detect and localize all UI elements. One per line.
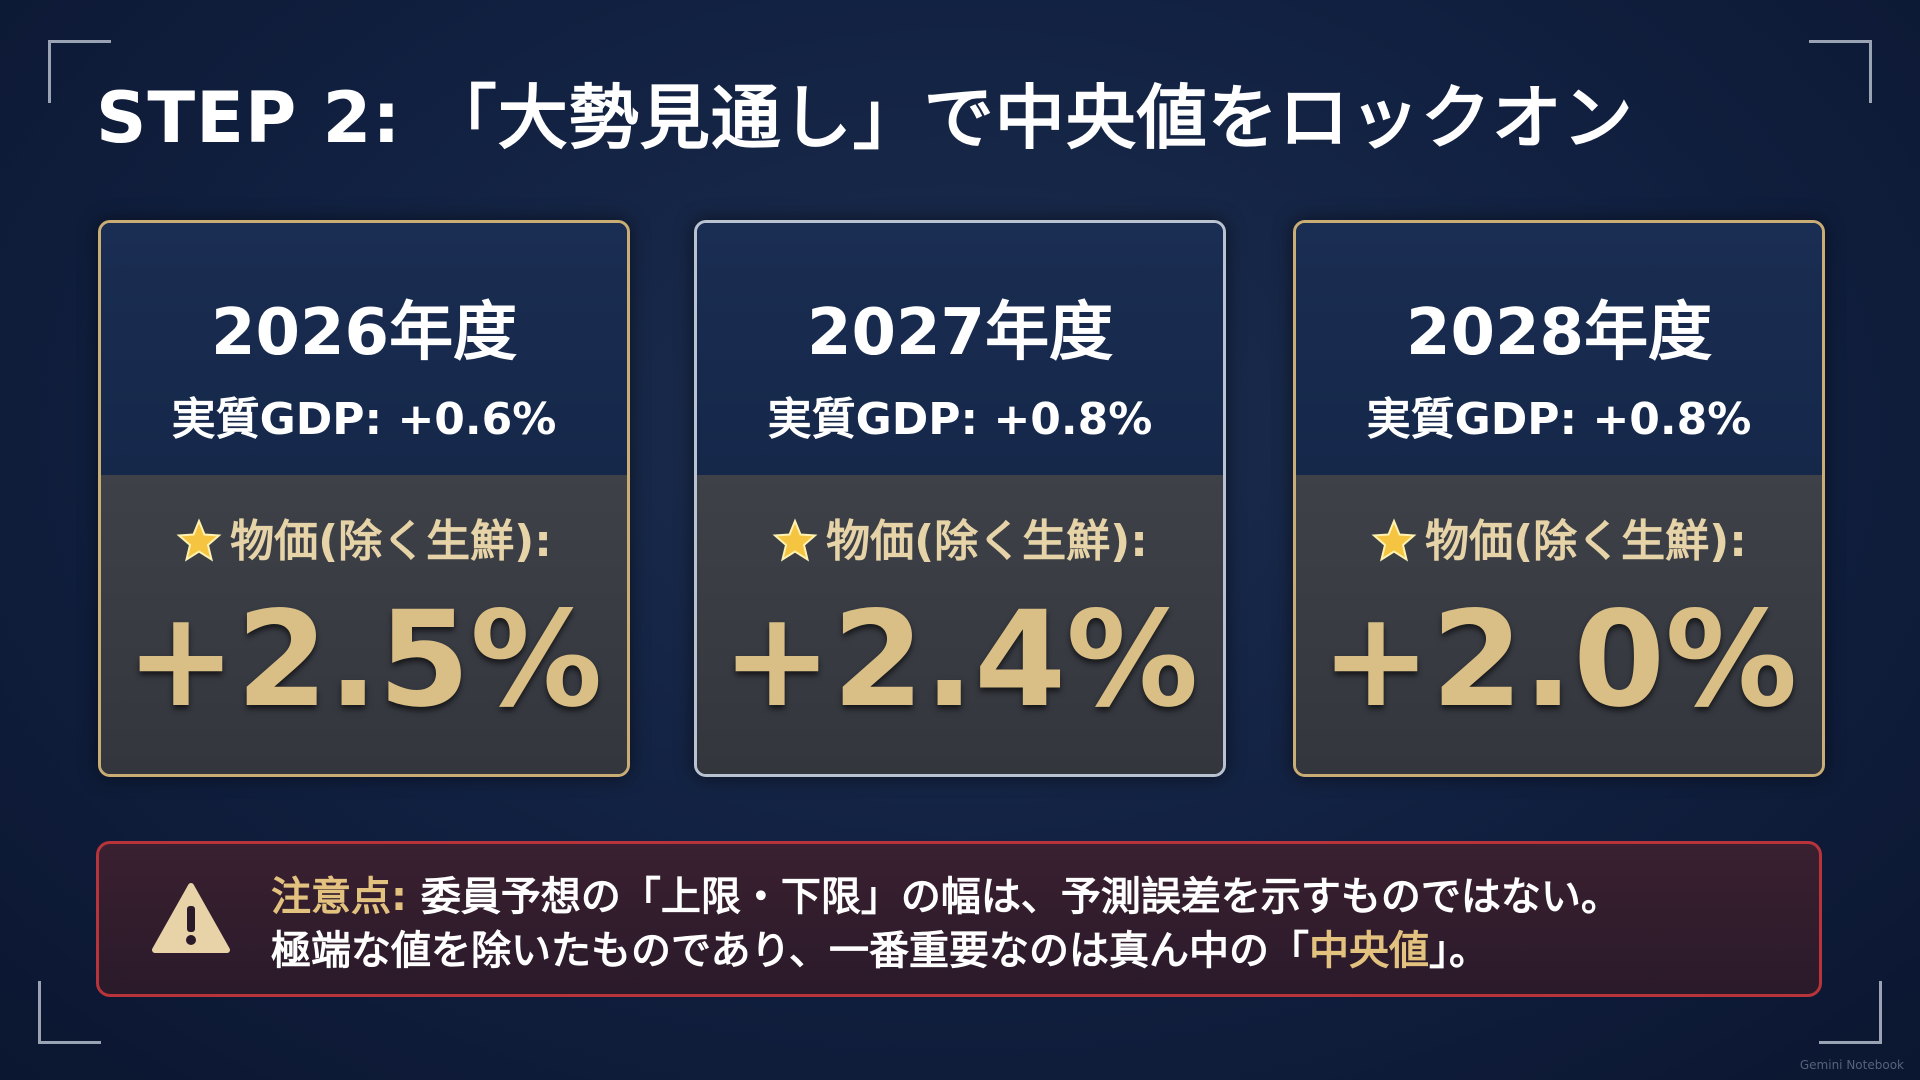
card-label-row: 物価(除く生鮮): xyxy=(1296,505,1822,569)
note-label: 注意点: xyxy=(271,874,407,920)
card-value: +2.0% xyxy=(1320,583,1798,737)
corner xyxy=(1819,981,1882,1044)
note-box: 注意点: 委員予想の「上限・下限」の幅は、予測誤差を示すものではない。 極端な値… xyxy=(96,841,1822,997)
forecast-card: 2028年度実質GDP: +0.8% 物価(除く生鮮): +2.0% xyxy=(1293,220,1825,777)
card-label: 物価(除く生鮮): xyxy=(230,516,552,567)
card-top xyxy=(101,223,627,475)
star-icon xyxy=(772,518,818,562)
star-icon xyxy=(176,518,222,562)
card-year: 2027年度 xyxy=(806,296,1114,370)
card-top xyxy=(697,223,1223,475)
note-highlight: 中央値 xyxy=(1309,928,1429,974)
corner xyxy=(1809,40,1872,103)
card-gdp: 実質GDP: +0.8% xyxy=(1366,394,1752,445)
warning-icon xyxy=(152,883,230,953)
forecast-card: 2026年度実質GDP: +0.6% 物価(除く生鮮): +2.5% xyxy=(98,220,630,777)
card-year: 2028年度 xyxy=(1405,296,1713,370)
card-label-row: 物価(除く生鮮): xyxy=(101,505,627,569)
card-gdp: 実質GDP: +0.6% xyxy=(171,394,557,445)
note-text: 注意点: 委員予想の「上限・下限」の幅は、予測誤差を示すものではない。 極端な値… xyxy=(271,870,1621,978)
card-bottom xyxy=(697,475,1223,774)
card-value: +2.4% xyxy=(721,583,1199,737)
card-value: +2.5% xyxy=(125,583,603,737)
title: STEP 2: 「大勢見通し」で中央値をロックオン xyxy=(96,77,1634,159)
card-bottom xyxy=(101,475,627,774)
card-label: 物価(除く生鮮): xyxy=(826,516,1148,567)
card-bottom xyxy=(1296,475,1822,774)
card-gdp: 実質GDP: +0.8% xyxy=(767,394,1153,445)
card-label-row: 物価(除く生鮮): xyxy=(697,505,1223,569)
forecast-card: 2027年度実質GDP: +0.8% 物価(除く生鮮): +2.4% xyxy=(694,220,1226,777)
note-line: 極端な値を除いたものであり、一番重要なのは真ん中の「 xyxy=(271,928,1309,974)
note-line: 」。 xyxy=(1429,928,1489,974)
watermark: Gemini Notebook xyxy=(1799,1058,1904,1072)
star-icon xyxy=(1371,518,1417,562)
corner xyxy=(48,40,111,103)
corner xyxy=(38,981,101,1044)
card-top xyxy=(1296,223,1822,475)
note-line: 委員予想の「上限・下限」の幅は、予測誤差を示すものではない。 xyxy=(407,874,1621,920)
card-year: 2026年度 xyxy=(210,296,518,370)
card-label: 物価(除く生鮮): xyxy=(1425,516,1747,567)
